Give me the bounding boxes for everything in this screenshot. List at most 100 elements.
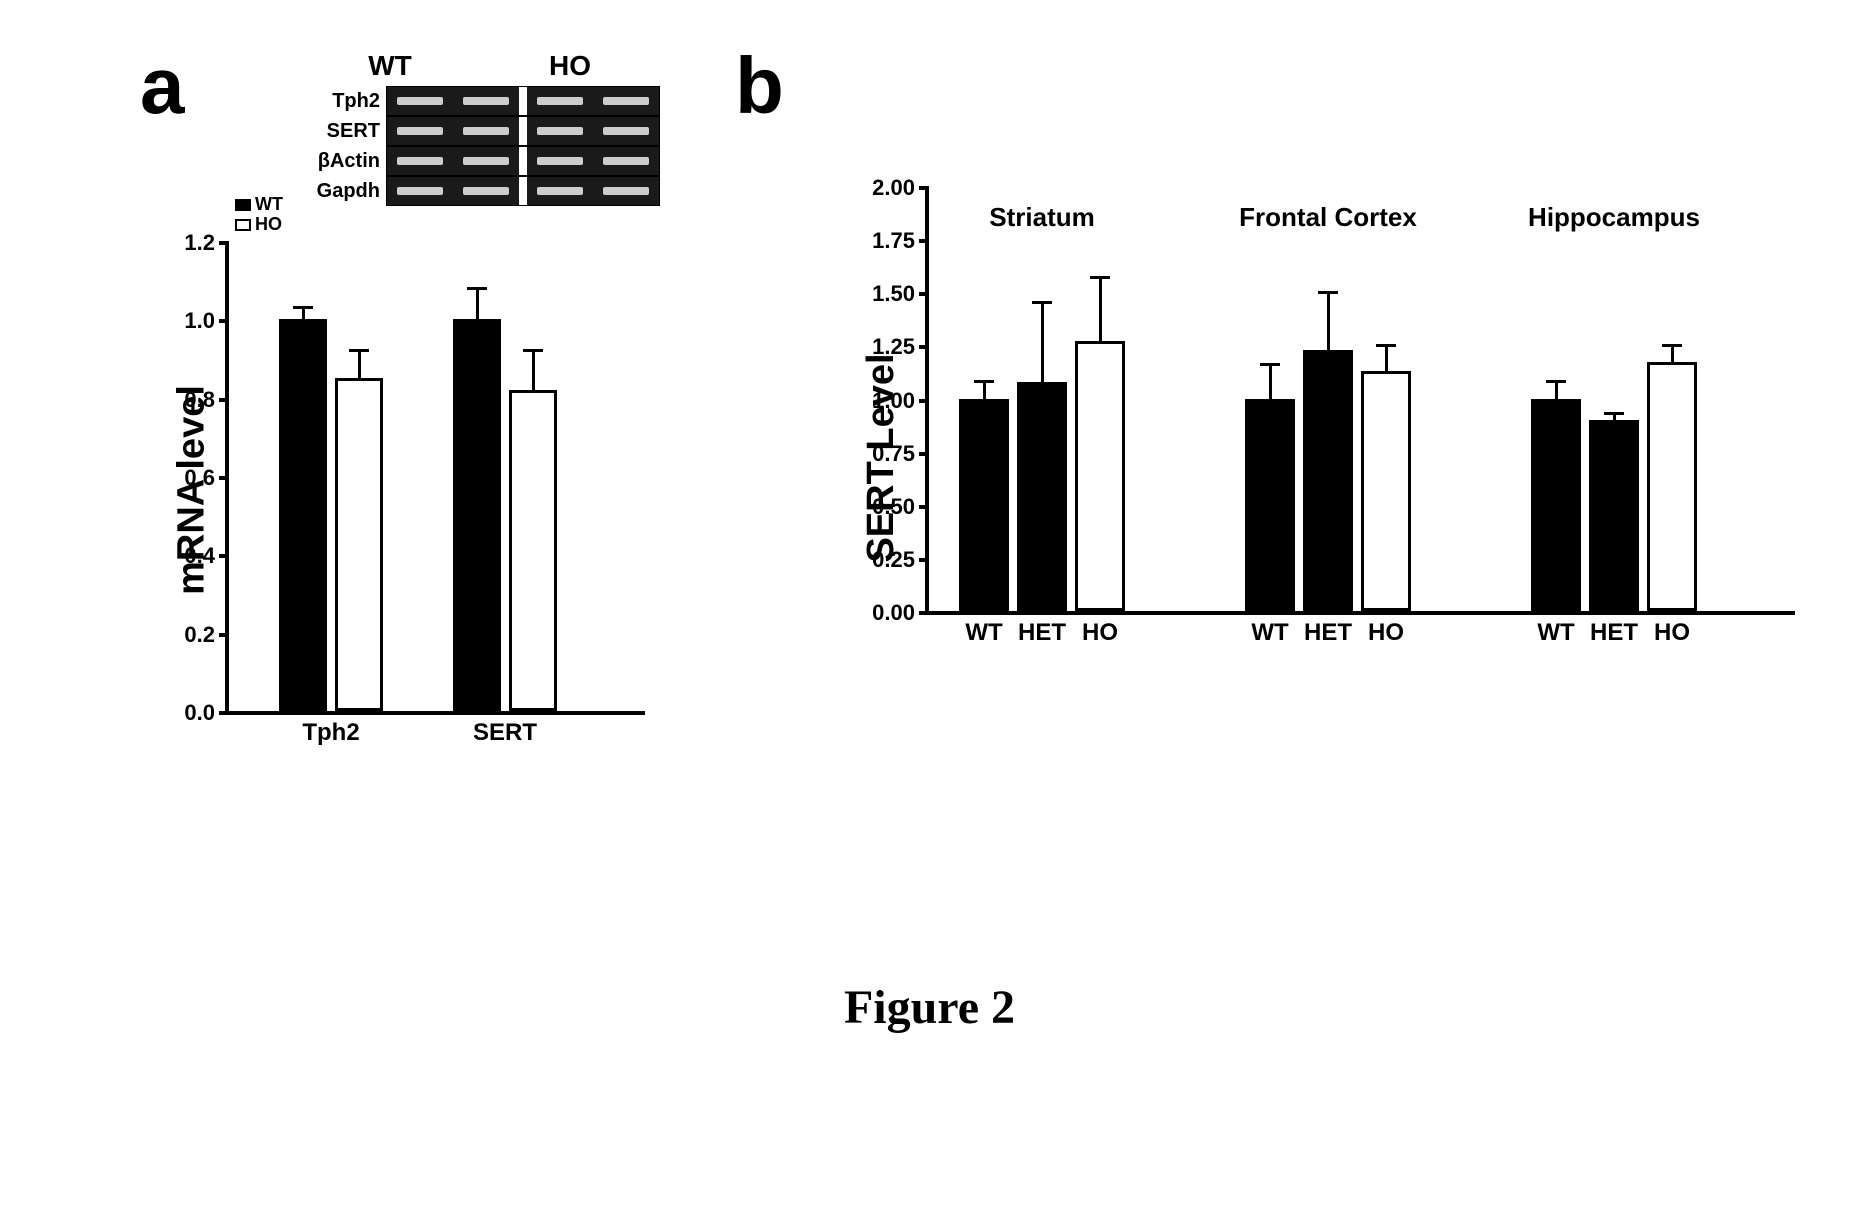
error-bar-stem xyxy=(1555,382,1558,399)
y-tick: 0.75 xyxy=(872,441,929,467)
y-tick-label: 0.25 xyxy=(872,547,915,573)
y-tick-mark xyxy=(219,241,229,245)
y-tick-mark xyxy=(219,711,229,715)
x-axis-label: HO xyxy=(1368,619,1404,647)
error-bar-stem xyxy=(532,351,535,390)
y-tick-mark xyxy=(219,319,229,323)
x-axis-label: HO xyxy=(1082,619,1118,647)
y-tick-label: 1.75 xyxy=(872,228,915,254)
error-bar-stem xyxy=(358,351,361,378)
error-bar-cap xyxy=(349,349,369,352)
figure-container: a b WT HO Tph2SERTβActinGapdh WTHO mRNA … xyxy=(20,20,1839,1211)
y-tick-label: 0.2 xyxy=(184,622,215,648)
bar xyxy=(335,378,383,711)
x-axis-label: SERT xyxy=(473,719,537,747)
gel-header-wt: WT xyxy=(300,50,480,82)
y-tick: 1.50 xyxy=(872,281,929,307)
chart-a-plot-area: 0.00.20.40.60.81.01.2Tph2SERT xyxy=(225,245,645,715)
y-tick: 0.25 xyxy=(872,547,929,573)
y-tick-label: 1.00 xyxy=(872,388,915,414)
y-tick-mark xyxy=(919,611,929,615)
y-tick: 0.8 xyxy=(184,387,229,413)
error-bar-cap xyxy=(1032,301,1052,304)
y-tick: 0.00 xyxy=(872,600,929,626)
error-bar-cap xyxy=(467,287,487,290)
error-bar-stem xyxy=(1671,345,1674,362)
y-tick-mark xyxy=(219,398,229,402)
x-axis-label: HO xyxy=(1654,619,1690,647)
legend-swatch xyxy=(235,199,251,211)
error-bar-cap xyxy=(1260,363,1280,366)
bar xyxy=(1589,420,1639,611)
x-axis-label: WT xyxy=(965,619,1002,647)
chart-b-plot-area: 0.000.250.500.751.001.251.501.752.00WTHE… xyxy=(925,190,1795,615)
legend-item: HO xyxy=(235,215,283,235)
y-tick-label: 0.75 xyxy=(872,441,915,467)
error-bar-cap xyxy=(1662,344,1682,347)
bar xyxy=(1017,382,1067,612)
x-axis-label: Tph2 xyxy=(302,719,359,747)
y-tick-label: 1.0 xyxy=(184,308,215,334)
y-tick-label: 0.0 xyxy=(184,700,215,726)
y-tick-mark xyxy=(219,633,229,637)
error-bar-stem xyxy=(1385,345,1388,371)
error-bar-stem xyxy=(476,288,479,319)
gel-image: WT HO Tph2SERTβActinGapdh xyxy=(300,50,660,206)
x-axis-label: WT xyxy=(1537,619,1574,647)
gel-row: SERT xyxy=(300,116,660,146)
mrna-level-chart: WTHO mRNA level 0.00.20.40.60.81.01.2Tph… xyxy=(125,195,655,785)
y-tick-label: 0.8 xyxy=(184,387,215,413)
sert-level-chart: SERT Level 0.000.250.500.751.001.251.501… xyxy=(815,185,1805,730)
y-tick-label: 0.50 xyxy=(872,494,915,520)
error-bar-stem xyxy=(1099,277,1102,341)
error-bar-cap xyxy=(974,380,994,383)
gel-header-ho: HO xyxy=(480,50,660,82)
y-tick-mark xyxy=(919,292,929,296)
error-bar-stem xyxy=(1327,292,1330,349)
error-bar-cap xyxy=(1090,276,1110,279)
chart-a-legend: WTHO xyxy=(235,195,283,235)
y-tick-mark xyxy=(219,554,229,558)
y-tick-mark xyxy=(919,399,929,403)
bar xyxy=(1245,399,1295,612)
bar xyxy=(453,319,501,711)
y-tick-mark xyxy=(919,239,929,243)
figure-caption: Figure 2 xyxy=(20,980,1839,1035)
y-tick-label: 1.25 xyxy=(872,334,915,360)
legend-label: HO xyxy=(255,215,282,235)
y-tick: 0.50 xyxy=(872,494,929,520)
gel-row-label: βActin xyxy=(300,150,380,173)
error-bar-stem xyxy=(1269,365,1272,399)
y-tick-mark xyxy=(219,476,229,480)
error-bar-cap xyxy=(1318,291,1338,294)
y-tick-label: 0.4 xyxy=(184,543,215,569)
gel-row: βActin xyxy=(300,146,660,176)
bar xyxy=(279,319,327,711)
error-bar-stem xyxy=(1041,303,1044,382)
error-bar-cap xyxy=(523,349,543,352)
y-tick-mark xyxy=(919,186,929,190)
y-tick: 1.75 xyxy=(872,228,929,254)
gel-row-label: SERT xyxy=(300,120,380,143)
legend-label: WT xyxy=(255,195,283,215)
y-tick-label: 0.6 xyxy=(184,465,215,491)
y-tick-label: 0.00 xyxy=(872,600,915,626)
y-tick-label: 2.00 xyxy=(872,175,915,201)
x-axis-label: WT xyxy=(1251,619,1288,647)
legend-item: WT xyxy=(235,195,283,215)
y-tick-mark xyxy=(919,345,929,349)
region-label: Frontal Cortex xyxy=(1239,202,1417,233)
error-bar-stem xyxy=(983,382,986,399)
y-tick-label: 1.50 xyxy=(872,281,915,307)
y-tick-label: 1.2 xyxy=(184,230,215,256)
y-tick-mark xyxy=(919,505,929,509)
y-tick: 0.4 xyxy=(184,543,229,569)
y-tick: 1.2 xyxy=(184,230,229,256)
error-bar-cap xyxy=(1546,380,1566,383)
y-tick: 0.0 xyxy=(184,700,229,726)
bar xyxy=(959,399,1009,612)
y-tick-mark xyxy=(919,452,929,456)
gel-row: Tph2 xyxy=(300,86,660,116)
y-tick: 0.6 xyxy=(184,465,229,491)
region-label: Striatum xyxy=(989,202,1094,233)
